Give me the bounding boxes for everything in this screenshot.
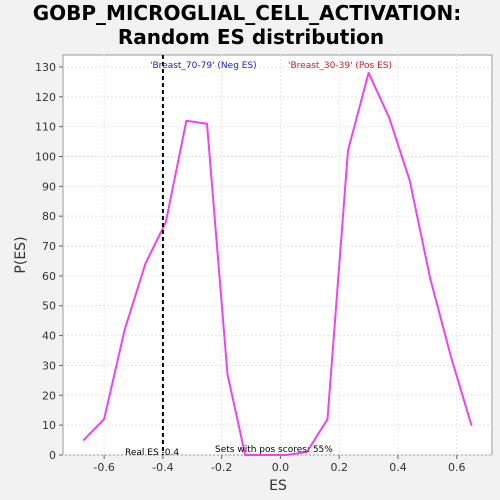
- y-tick-label: 120: [35, 91, 56, 104]
- x-tick-label: -0.4: [152, 461, 173, 474]
- y-tick-label: 20: [42, 389, 56, 402]
- pos-scores-label: Sets with pos scores: 55%: [215, 445, 333, 455]
- y-tick-label: 70: [42, 240, 56, 253]
- x-tick-label: 0.0: [272, 461, 290, 474]
- data-point: [165, 221, 167, 223]
- x-tick-label: -0.2: [211, 461, 232, 474]
- annotations: 'Breast_70-79' (Neg ES) 'Breast_30-39' (P…: [125, 55, 392, 458]
- chart-subtitle: Random ES distribution: [118, 25, 384, 49]
- data-point: [450, 355, 452, 358]
- y-tick-label: 30: [42, 359, 56, 372]
- y-tick-label: 40: [42, 330, 56, 343]
- data-point: [144, 263, 147, 265]
- data-point: [226, 373, 229, 376]
- data-point: [185, 119, 188, 122]
- x-tick-label: 0.6: [448, 461, 466, 474]
- series-line: [82, 71, 473, 456]
- data-point: [306, 451, 308, 453]
- pos-es-label: 'Breast_30-39' (Pos ES): [288, 61, 392, 71]
- y-tick-label: 0: [49, 449, 56, 462]
- y-axis-label: P(ES): [13, 236, 29, 273]
- y-tick-label: 100: [35, 150, 56, 163]
- data-point: [470, 424, 473, 426]
- data-point: [285, 454, 288, 456]
- data-point: [103, 418, 105, 420]
- x-tick-label: -0.6: [93, 461, 114, 474]
- data-point: [429, 278, 432, 280]
- data-point: [326, 418, 329, 420]
- data-point: [264, 454, 267, 456]
- y-tick-label: 10: [42, 419, 56, 432]
- axes: -0.6 -0.4 -0.2 0.0 0.2 0.4 0.6 0 10 20 30 40 50 60 70 8…: [35, 61, 465, 474]
- y-tick-label: 90: [42, 180, 56, 193]
- neg-es-label: 'Breast_70-79' (Neg ES): [150, 61, 257, 71]
- x-axis-label: ES: [269, 478, 287, 494]
- data-point: [123, 328, 126, 331]
- data-point: [206, 122, 208, 125]
- data-point: [367, 72, 370, 74]
- x-tick-label: 0.2: [330, 461, 348, 474]
- data-point: [347, 149, 349, 152]
- x-tick-label: 0.4: [389, 461, 407, 474]
- data-point: [408, 179, 411, 182]
- series: [82, 71, 473, 456]
- y-tick-label: 60: [42, 270, 56, 283]
- real-es-label: Real ES -0.4: [125, 448, 179, 458]
- data-point: [82, 439, 85, 441]
- y-tick-label: 80: [42, 210, 56, 223]
- data-point: [388, 116, 390, 119]
- data-point: [244, 454, 246, 456]
- chart-title: GOBP_MICROGLIAL_CELL_ACTIVATION:: [33, 1, 462, 25]
- plot-area: [62, 54, 493, 456]
- y-tick-label: 130: [35, 61, 56, 74]
- y-tick-label: 50: [42, 300, 56, 313]
- y-tick-label: 110: [35, 121, 56, 134]
